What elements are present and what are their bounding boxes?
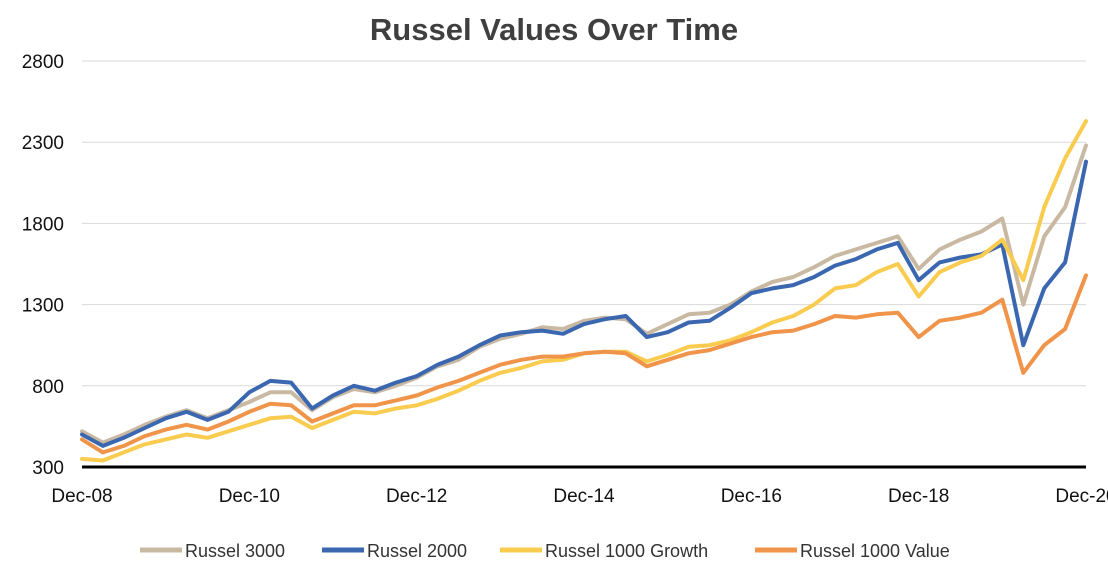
legend-label: Russel 3000 [185,541,285,561]
gridlines [82,60,1086,387]
legend: Russel 3000 Russel 2000 Russel 1000 Growth… [140,541,950,561]
y-tick-label: 2300 [22,133,64,154]
legend-label: Russel 2000 [367,541,467,561]
x-tick-label: Dec-20 [1055,486,1108,507]
x-tick-label: Dec-18 [888,486,949,507]
legend-label: Russel 1000 Growth [545,541,708,561]
legend-label: Russel 1000 Value [800,541,950,561]
x-tick-label: Dec-10 [219,486,280,507]
x-tick-label: Dec-16 [721,486,782,507]
x-tick-label: Dec-14 [553,486,615,507]
chart-title: Russel Values Over Time [370,12,738,47]
y-tick-label: 1800 [22,214,64,235]
series-line-4 [80,273,1088,455]
y-tick-label: 800 [32,377,64,398]
series-line-1 [80,143,1088,445]
x-tick-label: Dec-12 [386,486,447,507]
series-lines [80,119,1088,463]
x-axis-ticks: Dec-08 Dec-10 Dec-12 Dec-14 Dec-16 Dec-18 Dec-… [51,486,1108,507]
y-tick-label: 300 [32,458,64,479]
y-tick-label: 1300 [22,296,64,317]
x-tick-label: Dec-08 [51,486,112,507]
series-line-2 [80,159,1088,448]
y-tick-label: 2800 [22,52,64,73]
y-axis-ticks: 300 800 1300 1800 2300 2800 [22,52,64,479]
